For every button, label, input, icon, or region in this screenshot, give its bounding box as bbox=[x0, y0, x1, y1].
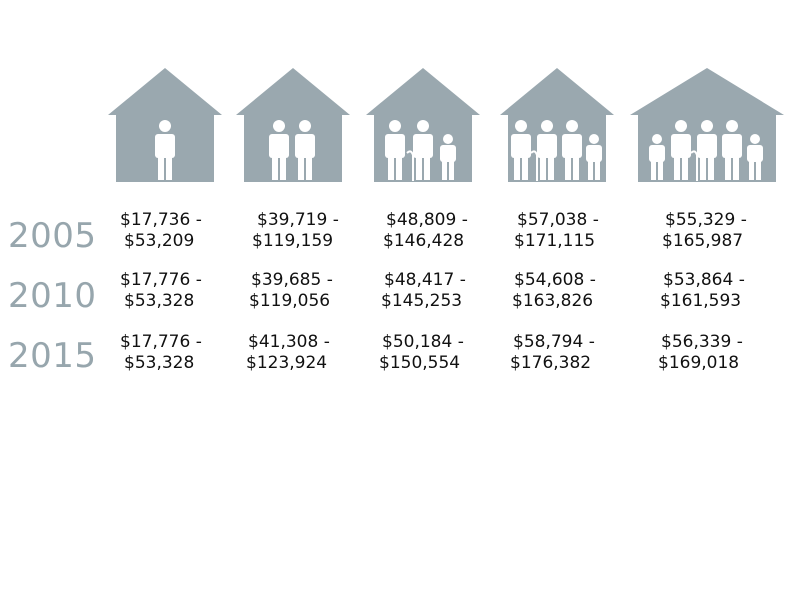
range-low: $41,308 - bbox=[248, 332, 330, 352]
range-low: $48,417 - bbox=[384, 270, 466, 290]
range-low: $50,184 - bbox=[382, 332, 464, 352]
income-range-cell: $48,809 - $146,428 bbox=[383, 210, 468, 252]
income-range-cell: $48,417 - $145,253 bbox=[381, 270, 466, 312]
range-high: $176,382 bbox=[510, 353, 592, 373]
household-5-people-icon bbox=[630, 68, 784, 182]
income-range-cell: $56,339 - $169,018 bbox=[658, 332, 743, 374]
range-high: $145,253 bbox=[381, 291, 463, 311]
income-range-cell: $58,794 - $176,382 bbox=[510, 332, 595, 374]
range-low: $56,339 - bbox=[661, 332, 743, 352]
household-2-people-icon bbox=[236, 68, 350, 182]
income-range-cell: $39,719 - $119,159 bbox=[252, 210, 339, 252]
income-range-cell: $57,038 - $171,115 bbox=[514, 210, 599, 252]
range-high: $53,209 bbox=[124, 231, 195, 251]
income-range-cell: $17,776 - $53,328 bbox=[120, 270, 202, 312]
income-range-cell: $17,776 - $53,328 bbox=[120, 332, 202, 374]
range-low: $54,608 - bbox=[514, 270, 596, 290]
income-range-cell: $53,864 - $161,593 bbox=[660, 270, 745, 312]
range-low: $17,776 - bbox=[120, 270, 202, 290]
range-high: $169,018 bbox=[658, 353, 740, 373]
range-low: $39,685 - bbox=[251, 270, 333, 290]
range-low: $57,038 - bbox=[517, 210, 599, 230]
range-low: $53,864 - bbox=[663, 270, 745, 290]
year-label-2005: 2005 bbox=[8, 216, 97, 256]
year-label-2015: 2015 bbox=[8, 336, 97, 376]
income-range-cell: $17,736 - $53,209 bbox=[120, 210, 202, 252]
range-high: $165,987 bbox=[662, 231, 744, 251]
income-range-cell: $54,608 - $163,826 bbox=[512, 270, 596, 312]
range-low: $58,794 - bbox=[513, 332, 595, 352]
income-range-cell: $39,685 - $119,056 bbox=[249, 270, 333, 312]
range-low: $17,736 - bbox=[120, 210, 202, 230]
household-1-person-icon bbox=[108, 68, 222, 182]
range-high: $171,115 bbox=[514, 231, 596, 251]
range-low: $55,329 - bbox=[665, 210, 747, 230]
household-3-people-icon bbox=[366, 68, 480, 182]
range-high: $163,826 bbox=[512, 291, 594, 311]
range-high: $161,593 bbox=[660, 291, 742, 311]
income-range-cell: $50,184 - $150,554 bbox=[379, 332, 464, 374]
range-high: $150,554 bbox=[379, 353, 461, 373]
range-high: $123,924 bbox=[246, 353, 328, 373]
range-high: $119,056 bbox=[249, 291, 331, 311]
range-high: $119,159 bbox=[252, 231, 334, 251]
range-low: $39,719 - bbox=[257, 210, 339, 230]
range-low: $48,809 - bbox=[386, 210, 468, 230]
range-high: $146,428 bbox=[383, 231, 465, 251]
income-range-cell: $55,329 - $165,987 bbox=[662, 210, 747, 252]
income-range-cell: $41,308 - $123,924 bbox=[246, 332, 330, 374]
range-high: $53,328 bbox=[124, 353, 195, 373]
household-4-people-icon bbox=[500, 68, 614, 182]
range-high: $53,328 bbox=[124, 291, 195, 311]
range-low: $17,776 - bbox=[120, 332, 202, 352]
year-label-2010: 2010 bbox=[8, 276, 97, 316]
